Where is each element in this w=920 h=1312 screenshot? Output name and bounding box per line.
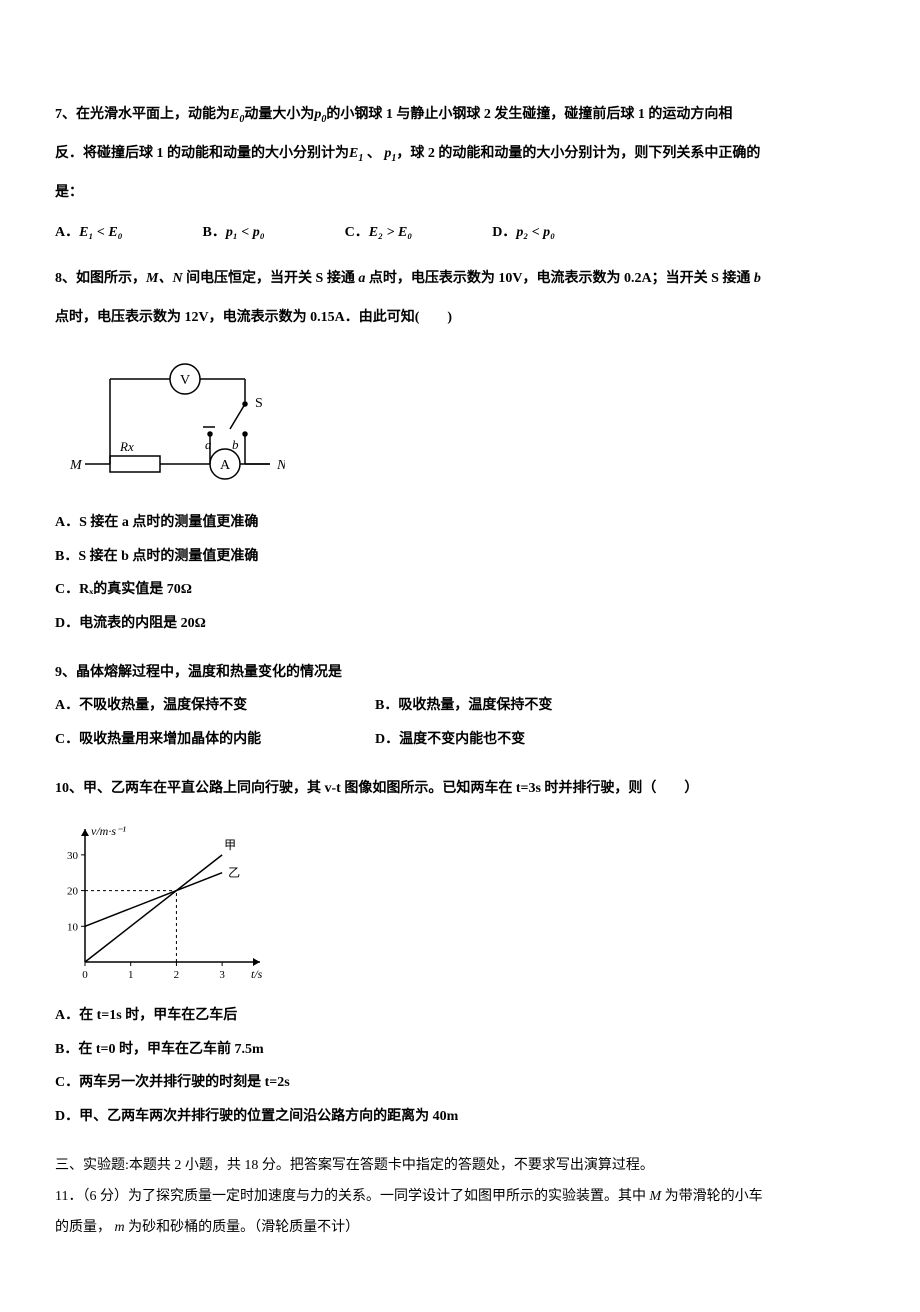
q11-t1a: 11．（6 分）为了探究质量一定时加速度与力的关系。一同学设计了如图甲所示的实验…	[55, 1189, 649, 1204]
q10-options: A．在 t=1s 时，甲车在乙车后 B．在 t=0 时，甲车在乙车前 7.5m …	[55, 999, 865, 1133]
svg-text:0: 0	[82, 969, 88, 981]
q8-b: b	[754, 271, 761, 286]
q10-optB: B．在 t=0 时，甲车在乙车前 7.5m	[55, 1033, 865, 1067]
svg-text:甲: 甲	[224, 838, 236, 852]
label-S: S	[255, 396, 263, 411]
q8-t1b: 间电压恒定，当开关 S 接通	[183, 271, 359, 286]
q7-t1c: 的小钢球 1 与静止小钢球 2 发生碰撞，碰撞前后球 1 的运动方向相	[326, 107, 732, 122]
q7-t2a: 反．将碰撞后球 1 的动能和动量的大小分别计为	[55, 146, 349, 161]
q7-stem: 7、在光滑水平面上，动能为E0动量大小为p0的小钢球 1 与静止小钢球 2 发生…	[55, 95, 865, 213]
svg-text:10: 10	[67, 921, 79, 933]
q11-m: m	[115, 1220, 125, 1235]
q7-sep: 、	[363, 146, 384, 161]
svg-text:t/s: t/s	[251, 967, 263, 981]
q8-optA: A．S 接在 a 点时的测量值更准确	[55, 506, 865, 540]
q8-circuit-diagram: V A S a b Rx M N	[55, 349, 865, 494]
label-V: V	[180, 373, 190, 388]
label-Rx: Rx	[119, 439, 134, 454]
q10-stem: 10、甲、乙两车在平直公路上同向行驶，其 v-t 图像如图所示。已知两车在 t=…	[55, 774, 865, 805]
question-9: 9、晶体熔解过程中，温度和热量变化的情况是 A．不吸收热量，温度保持不变 B．吸…	[55, 658, 865, 756]
q9-optA: A．不吸收热量，温度保持不变	[55, 689, 375, 723]
q7-t1b: 动量大小为	[244, 107, 314, 122]
svg-text:1: 1	[128, 969, 134, 981]
q7-optA: A．E₁ < E₀	[55, 221, 123, 241]
q10-optD: D．甲、乙两车两次并排行驶的位置之间沿公路方向的距离为 40m	[55, 1100, 865, 1134]
q9-options: A．不吸收热量，温度保持不变 B．吸收热量，温度保持不变 C．吸收热量用来增加晶…	[55, 689, 865, 756]
q7-E0: E0	[230, 107, 244, 122]
q11-stem: 11．（6 分）为了探究质量一定时加速度与力的关系。一同学设计了如图甲所示的实验…	[55, 1182, 865, 1244]
question-8: 8、如图所示，M、N 间电压恒定，当开关 S 接通 a 点时，电压表示数为 10…	[55, 259, 865, 641]
section3-header: 三、实验题:本题共 2 小题，共 18 分。把答案写在答题卡中指定的答题处，不要…	[55, 1151, 865, 1182]
q8-stem: 8、如图所示，M、N 间电压恒定，当开关 S 接通 a 点时，电压表示数为 10…	[55, 259, 865, 337]
q8-t2a: 点时，电压表示数为 12V，电流表示数为 0.15A．由此可知( )	[55, 310, 452, 325]
q7-E1: E1	[349, 146, 363, 161]
q11-M: M	[649, 1189, 661, 1204]
q11-t2a: 的质量，	[55, 1220, 115, 1235]
vt-chart-svg: 0 1 2 3 10 20 30 甲乙 t/s v/m·s⁻¹	[55, 817, 275, 982]
q7-p1: p1	[384, 146, 396, 161]
q8-optD: D．电流表的内阻是 20Ω	[55, 607, 865, 641]
q8-MN: M、N	[146, 271, 183, 286]
circuit-svg: V A S a b Rx M N	[55, 349, 285, 489]
question-7: 7、在光滑水平面上，动能为E0动量大小为p0的小钢球 1 与静止小钢球 2 发生…	[55, 95, 865, 241]
q7-t1: 7、在光滑水平面上，动能为	[55, 107, 230, 122]
q9-optB: B．吸收热量，温度保持不变	[375, 689, 865, 723]
q7-t2b: ，球 2 的动能和动量的大小分别计为，则下列关系中正确的	[396, 146, 760, 161]
label-M: M	[69, 458, 83, 473]
q7-t3: 是：	[55, 185, 83, 200]
q11-t2b: 为砂和砂桶的质量。（滑轮质量不计）	[125, 1220, 360, 1235]
svg-text:v/m·s⁻¹: v/m·s⁻¹	[91, 824, 126, 838]
q9-optD: D．温度不变内能也不变	[375, 723, 865, 757]
q8-optC: C．Rₓ的真实值是 70Ω	[55, 573, 865, 607]
svg-text:30: 30	[67, 850, 79, 862]
q8-optB: B．S 接在 b 点时的测量值更准确	[55, 540, 865, 574]
q7-optB: B．p₁ < p₀	[203, 221, 265, 241]
label-b: b	[232, 437, 239, 452]
label-a: a	[205, 437, 212, 452]
svg-text:乙: 乙	[228, 866, 240, 880]
question-10: 10、甲、乙两车在平直公路上同向行驶，其 v-t 图像如图所示。已知两车在 t=…	[55, 774, 865, 1133]
q10-optA: A．在 t=1s 时，甲车在乙车后	[55, 999, 865, 1033]
question-11: 11．（6 分）为了探究质量一定时加速度与力的关系。一同学设计了如图甲所示的实验…	[55, 1182, 865, 1244]
label-A: A	[220, 458, 231, 473]
q8-options: A．S 接在 a 点时的测量值更准确 B．S 接在 b 点时的测量值更准确 C．…	[55, 506, 865, 640]
svg-text:20: 20	[67, 886, 79, 898]
q10-optC: C．两车另一次并排行驶的时刻是 t=2s	[55, 1066, 865, 1100]
q11-t1b: 为带滑轮的小车	[661, 1189, 763, 1204]
q7-optC: C．E₂ > E₀	[345, 221, 413, 241]
svg-text:3: 3	[219, 969, 225, 981]
q10-vt-chart: 0 1 2 3 10 20 30 甲乙 t/s v/m·s⁻¹	[55, 817, 865, 987]
svg-text:2: 2	[174, 969, 180, 981]
q7-options: A．E₁ < E₀ B．p₁ < p₀ C．E₂ > E₀ D．p₂ < p₀	[55, 221, 865, 241]
label-N: N	[276, 458, 285, 473]
q9-stem: 9、晶体熔解过程中，温度和热量变化的情况是	[55, 658, 865, 689]
q8-t1: 8、如图所示，	[55, 271, 146, 286]
q9-optC: C．吸收热量用来增加晶体的内能	[55, 723, 375, 757]
q7-optD: D．p₂ < p₀	[492, 221, 555, 241]
q8-t1c: 点时，电压表示数为 10V，电流表示数为 0.2A；当开关 S 接通	[365, 271, 754, 286]
q7-p0: p0	[314, 107, 326, 122]
